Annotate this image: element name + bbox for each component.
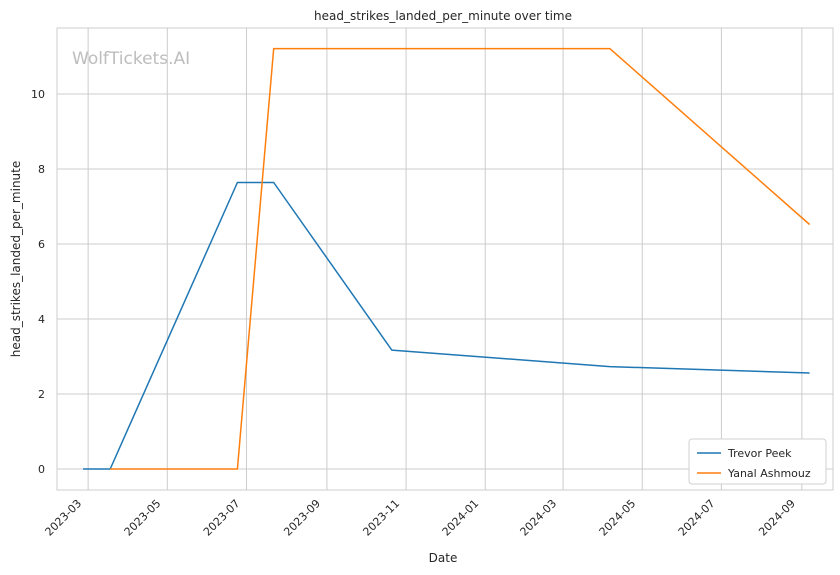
x-gridlines: [87, 28, 803, 490]
x-tick-label: 2023-11: [360, 497, 402, 539]
y-tick-label: 4: [38, 313, 45, 326]
x-tick-label: 2023-05: [122, 497, 164, 539]
legend-entry-trevor-peek: Trevor Peek: [727, 447, 792, 460]
legend-box: [688, 438, 827, 485]
x-axis-label: Date: [429, 551, 458, 565]
y-tick-label: 10: [31, 88, 45, 101]
legend-entry-yanal-ashmouz: Yanal Ashmouz: [727, 467, 811, 480]
series-layer: [83, 47, 811, 470]
plot-area: [56, 27, 834, 491]
legend: Trevor Peek Yanal Ashmouz: [688, 438, 827, 485]
x-tick-label: 2024-03: [518, 497, 560, 539]
chart-title: head_strikes_landed_per_minute over time: [314, 9, 572, 23]
y-tick-label: 2: [38, 388, 45, 401]
x-tick-label: 2024-05: [597, 497, 639, 539]
x-tick-label: 2024-09: [756, 497, 798, 539]
y-axis-label: head_strikes_landed_per_minute: [9, 161, 23, 358]
y-tick-labels: 0 2 4 6 8 10: [31, 88, 45, 476]
y-tick-label: 8: [38, 163, 45, 176]
x-tick-label: 2023-03: [43, 497, 85, 539]
y-tick-label: 6: [38, 238, 45, 251]
x-tick-label: 2024-07: [676, 497, 718, 539]
x-tick-label: 2023-09: [281, 497, 323, 539]
series-line-yanal-ashmouz: [110, 47, 811, 470]
x-tick-label: 2023-07: [201, 497, 243, 539]
x-tick-label: 2024-01: [440, 497, 482, 539]
watermark: WolfTickets.AI: [72, 49, 190, 69]
y-tick-label: 0: [38, 463, 45, 476]
x-tick-labels: 2023-03 2023-05 2023-07 2023-09 2023-11 2024-…: [43, 497, 798, 539]
